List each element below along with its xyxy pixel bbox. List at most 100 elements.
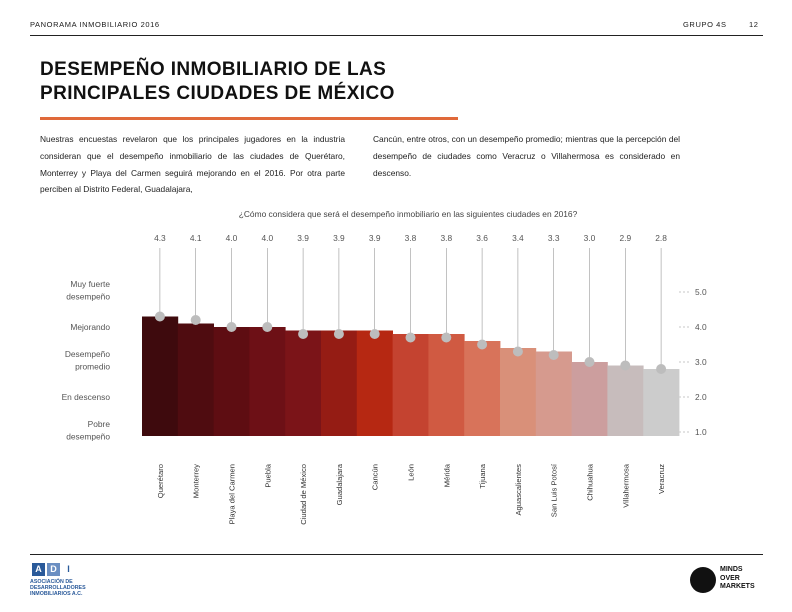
page-title-line-1: DESEMPEÑO INMOBILIARIO DE LAS <box>40 59 387 80</box>
page-title: DESEMPEÑO INMOBILIARIO DE LAS PRINCIPALE… <box>40 58 470 106</box>
bar <box>321 330 358 436</box>
data-marker <box>512 346 523 357</box>
left-axis-label: Muy fuerte <box>70 279 110 289</box>
data-marker <box>656 364 667 374</box>
data-marker <box>298 329 309 339</box>
bar <box>464 341 501 436</box>
bar <box>177 323 214 436</box>
intro-paragraph-left: Nuestras encuestas revelaron que los pri… <box>40 134 345 195</box>
data-marker <box>548 350 559 360</box>
bar <box>428 334 465 436</box>
header-publication: PANORAMA INMOBILIARIO 2016 <box>30 20 160 29</box>
page-title-line-2: PRINCIPALES CIUDADES DE MÉXICO <box>40 83 395 104</box>
value-label: 3.9 <box>333 233 345 243</box>
bar <box>213 327 250 436</box>
data-marker <box>190 315 201 325</box>
left-axis-label: Pobre <box>88 419 111 429</box>
bar <box>500 348 537 436</box>
bar <box>142 316 179 436</box>
chart-title: ¿Cómo considera que será el desempeño in… <box>238 209 578 219</box>
adi-name: ASOCIACIÓN DE DESARROLLADORES INMOBILIAR… <box>30 579 86 597</box>
bar <box>285 330 322 436</box>
category-label: Playa del Carmen <box>228 464 237 524</box>
mom-name: MINDS OVER MARKETS <box>720 566 755 592</box>
category-label: Cancún <box>371 464 380 490</box>
right-tick-label: 4.0 <box>695 322 707 332</box>
category-label: Mérida <box>442 463 451 487</box>
bar <box>607 365 644 436</box>
right-tick-label: 3.0 <box>695 357 707 367</box>
right-tick-label: 5.0 <box>695 287 707 297</box>
category-label: Aguascalientes <box>514 464 523 516</box>
adi-name-line-2: DESARROLLADORES <box>30 585 86 591</box>
intro-paragraph-right: Cancún, entre otros, con un desempeño pr… <box>373 134 680 178</box>
data-marker <box>226 322 237 332</box>
left-axis-label: Mejorando <box>70 322 110 332</box>
bar <box>356 330 393 436</box>
bar <box>392 334 429 436</box>
left-axis-label: promedio <box>75 361 110 371</box>
adi-letter-d: D <box>47 563 60 576</box>
value-label: 4.0 <box>226 233 238 243</box>
right-tick-label: 2.0 <box>695 392 707 402</box>
left-axis-label: desempeño <box>66 291 110 301</box>
data-marker <box>441 332 452 343</box>
mom-name-line-3: MARKETS <box>720 583 755 590</box>
category-label: Veracruz <box>657 464 666 494</box>
data-marker <box>262 322 273 332</box>
category-label: Monterrey <box>192 464 201 498</box>
left-axis-label: desempeño <box>66 431 110 441</box>
category-label: Tijuana <box>478 463 487 488</box>
header-company: GRUPO 4S <box>683 20 727 29</box>
value-label: 4.1 <box>190 233 202 243</box>
page-number: 12 <box>749 20 759 29</box>
bar <box>535 351 572 436</box>
data-marker <box>369 329 380 339</box>
value-label: 3.9 <box>297 233 309 243</box>
header-divider <box>30 35 763 36</box>
value-label: 4.0 <box>261 233 273 243</box>
minds-over-markets-logo: MINDS OVER MARKETS <box>690 566 770 597</box>
right-tick-label: 1.0 <box>695 427 707 437</box>
adi-name-line-3: INMOBILIARIOS A.C. <box>30 591 83 597</box>
data-marker <box>405 332 416 343</box>
category-label: San Luis Potosí <box>550 463 559 517</box>
adi-letter-a: A <box>32 563 45 576</box>
data-marker <box>154 311 165 322</box>
category-label: Puebla <box>263 463 272 487</box>
category-label: Guadalajara <box>335 463 344 505</box>
bar <box>571 362 608 436</box>
data-marker <box>620 360 631 371</box>
adi-logo: A D I ASOCIACIÓN DE DESARROLLADORES INMO… <box>30 562 90 602</box>
footer-divider <box>30 554 763 555</box>
category-label: Querétaro <box>156 464 165 498</box>
data-marker <box>333 329 344 339</box>
adi-letter-i: I <box>62 563 75 576</box>
category-label: Ciudad de México <box>299 464 308 525</box>
mom-name-line-2: OVER <box>720 574 740 582</box>
value-label: 3.9 <box>369 233 381 243</box>
bar <box>249 327 286 436</box>
value-label: 3.8 <box>440 233 452 243</box>
category-label: Chihuahua <box>586 463 595 501</box>
value-label: 3.4 <box>512 233 524 243</box>
value-label: 3.3 <box>548 233 560 243</box>
data-marker <box>584 357 595 367</box>
value-label: 2.8 <box>655 233 667 243</box>
left-axis-label: En descenso <box>62 392 111 402</box>
category-label: León <box>407 464 416 481</box>
value-label: 3.6 <box>476 233 488 243</box>
mom-name-line-1: MINDS <box>720 566 743 573</box>
bar <box>643 369 680 436</box>
value-label: 3.0 <box>584 233 596 243</box>
mom-circle-icon <box>690 567 716 593</box>
title-underline <box>40 117 458 120</box>
value-label: 3.8 <box>405 233 417 243</box>
value-label: 2.9 <box>619 233 631 243</box>
value-label: 4.3 <box>154 233 166 243</box>
left-axis-label: Desempeño <box>65 349 111 359</box>
data-marker <box>477 339 488 350</box>
category-label: Villahermosa <box>621 463 630 508</box>
adi-name-line-1: ASOCIACIÓN DE <box>30 579 73 585</box>
